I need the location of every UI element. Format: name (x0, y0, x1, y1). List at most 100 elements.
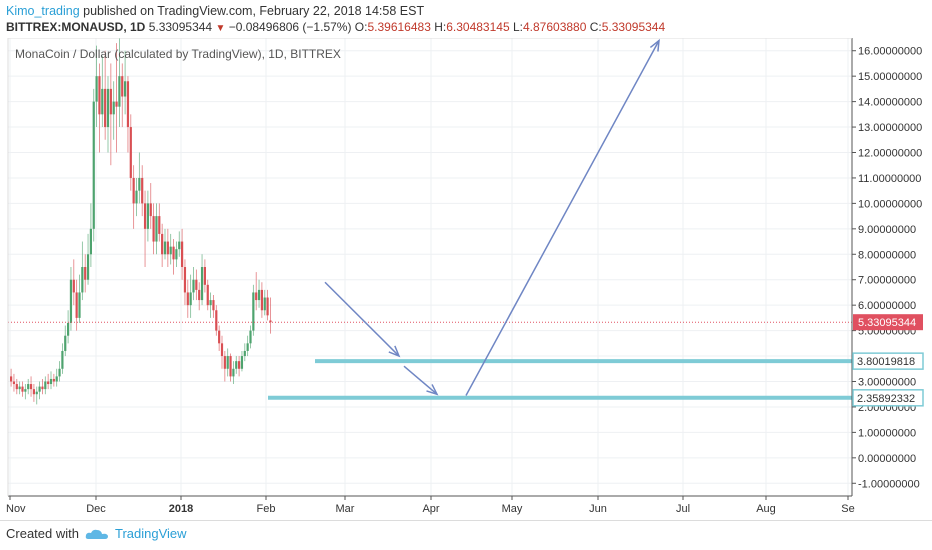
candle-body (163, 241, 167, 255)
symbol-label: BITTREX:MONAUSD, 1D (6, 20, 146, 34)
candle-body (52, 378, 55, 382)
candle-body (143, 203, 147, 229)
candle-body (132, 177, 135, 204)
candle-body (235, 361, 238, 369)
last-price-label: 5.33095344 (858, 317, 916, 329)
tradingview-link[interactable]: TradingView (114, 526, 187, 541)
candle-body (178, 241, 181, 250)
candles (10, 38, 272, 405)
y-tick-label: 13.00000000 (858, 122, 922, 134)
author-link[interactable]: Kimo_trading (6, 4, 80, 18)
x-tick-label: Nov (6, 503, 26, 515)
candle-body (124, 81, 127, 97)
arrow-up-target-head (649, 38, 660, 52)
price-chart[interactable]: 16.00000000 15.00000000 14.00000000 13.0000… (0, 38, 932, 520)
chart-grid (8, 38, 852, 496)
candle-body (126, 81, 130, 128)
drawings (8, 38, 852, 400)
candle-body (175, 249, 178, 260)
candle-body (161, 233, 164, 255)
candle-body (223, 356, 226, 369)
open-label: O: (354, 20, 368, 34)
candle-body (226, 356, 229, 369)
y-tick-label: 9.00000000 (858, 224, 916, 236)
arrow-up-target (465, 40, 660, 396)
candle-body (47, 381, 50, 385)
candle-body (263, 297, 266, 311)
candle-body (246, 343, 249, 351)
level-badge (852, 352, 924, 370)
candle-body (58, 368, 61, 377)
candle-body (35, 391, 38, 395)
y-tick-label: 0.00000000 (858, 453, 916, 465)
level-badge (852, 389, 924, 407)
candle-body (155, 216, 158, 242)
candle-body (192, 279, 195, 293)
candle-body (98, 76, 101, 115)
candle-body (240, 356, 244, 369)
x-tick-label: Se (841, 503, 854, 515)
y-tick-label: 16.00000000 (858, 46, 922, 58)
close-value: 5.33095344 (601, 20, 666, 34)
arrow-down-2-head (426, 384, 439, 396)
candle-body (67, 322, 70, 336)
candle-body (49, 378, 53, 385)
candle-body (229, 356, 232, 377)
candle-body (135, 190, 138, 204)
candle-body (209, 300, 212, 306)
candle-body (92, 101, 95, 229)
candle-body (21, 386, 24, 392)
candle-body (212, 300, 215, 311)
candle-body (18, 386, 21, 390)
last-price-badge (853, 314, 923, 331)
y-tick-label: 11.00000000 (858, 173, 921, 185)
y-tick-label: 3.00000000 (858, 377, 916, 389)
candle-body (218, 330, 221, 344)
candle-body (121, 76, 124, 97)
low-value: 4.87603880 (522, 20, 587, 34)
candle-body (243, 350, 246, 357)
y-tick-label: 14.00000000 (858, 97, 922, 109)
candle-body (260, 289, 263, 311)
candle-body (200, 267, 204, 301)
candle-body (69, 279, 73, 323)
arrow-down-1-head (388, 345, 401, 358)
candle-body (203, 267, 206, 285)
y-tick-label: -1.00000000 (858, 478, 920, 490)
candle-body (15, 384, 18, 390)
candle-body (215, 310, 218, 331)
candle-body (129, 127, 132, 178)
candle-body (166, 241, 169, 255)
footer: Created with TradingView (6, 526, 187, 541)
candle-body (24, 389, 27, 392)
candle-body (115, 101, 118, 107)
y-tick-label: 15.00000000 (858, 71, 922, 83)
candle-body (64, 335, 67, 351)
created-with-label: Created with (6, 526, 79, 541)
low-label: L: (512, 20, 523, 34)
candle-body (86, 254, 90, 280)
open-value: 5.39616483 (367, 20, 431, 34)
candle-body (220, 343, 224, 357)
level-label: 3.80019818 (857, 356, 915, 368)
published-text: published on TradingView.com, February 2… (79, 4, 425, 18)
candle-body (12, 381, 16, 385)
y-tick-label: 8.00000000 (858, 249, 916, 261)
candle-body (238, 361, 241, 369)
candle-body (27, 384, 30, 390)
candle-body (32, 389, 35, 395)
candle-body (146, 203, 149, 229)
x-tick-label: Mar (336, 503, 355, 515)
candle-body (95, 76, 98, 102)
candle-body (44, 381, 47, 390)
close-label: C: (589, 20, 602, 34)
candle-body (55, 376, 58, 382)
axes: 16.00000000 15.00000000 14.00000000 13.0000… (6, 38, 924, 515)
candle-body (169, 246, 172, 255)
candle-body (249, 330, 252, 344)
candle-body (29, 384, 33, 390)
candle-body (269, 320, 272, 323)
candle-body (118, 76, 121, 107)
arrow-down-1 (324, 281, 400, 357)
candle-body (61, 350, 64, 369)
